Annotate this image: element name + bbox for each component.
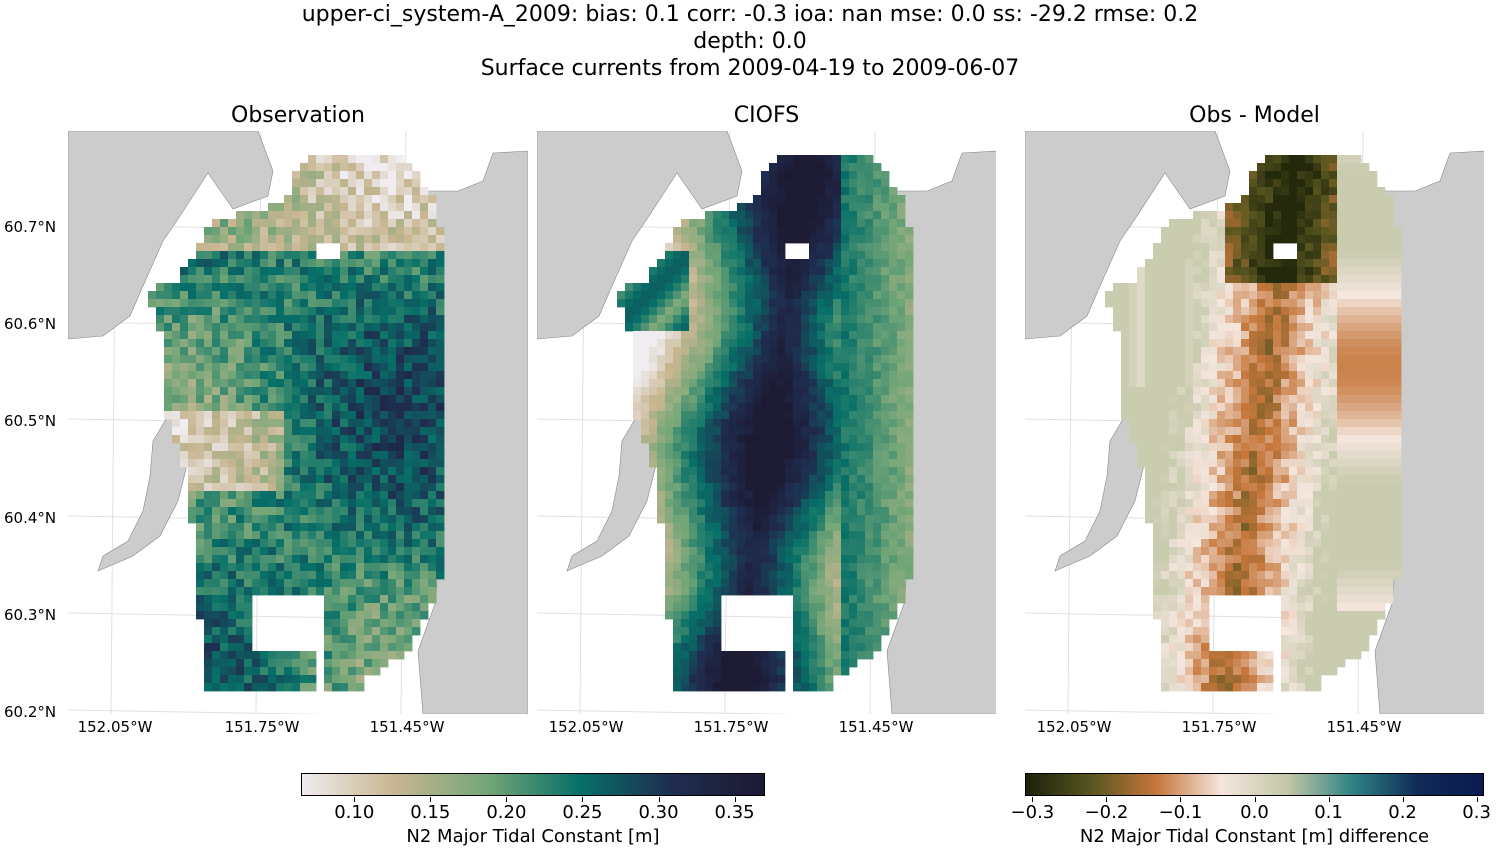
- colorbar-tick-label: 0.1: [1314, 802, 1343, 823]
- colorbar-tick: [582, 797, 584, 802]
- colorbar-tick-label: 0.25: [562, 802, 603, 823]
- colorbar-tick-label: −0.1: [1158, 802, 1203, 823]
- panel-title-obs-minus-model: Obs - Model: [1189, 103, 1320, 128]
- land-mass: [68, 131, 274, 340]
- colorbar-tick-label: 0.30: [638, 802, 679, 823]
- colorbar-tick: [430, 797, 432, 802]
- colorbar-tick-label: 0.35: [714, 802, 755, 823]
- colorbar-tick-label: 0.0: [1240, 802, 1269, 823]
- lat-label-60-7: 60.7°N: [4, 218, 57, 236]
- colorbar-tick: [1180, 797, 1182, 802]
- colorbar-tick-label: 0.2: [1388, 802, 1417, 823]
- figure-title-line2: depth: 0.0: [693, 29, 807, 54]
- land-mass: [1025, 131, 1231, 340]
- map-obs-minus-model: [1025, 131, 1484, 714]
- lon-label-p2-151-75: 151.75°W: [693, 718, 769, 736]
- graticule-lat: [68, 709, 299, 714]
- lon-label-p3-151-45: 151.45°W: [1326, 718, 1402, 736]
- land-mass: [537, 131, 743, 340]
- lat-label-60-5: 60.5°N: [4, 412, 57, 430]
- colorbar-difference: [1025, 773, 1484, 796]
- lat-label-60-4: 60.4°N: [4, 509, 57, 527]
- graticule-lat: [537, 709, 768, 714]
- lat-label-60-2: 60.2°N: [4, 703, 57, 721]
- figure-title-line1: upper-ci_system-A_2009: bias: 0.1 corr: …: [301, 2, 1199, 27]
- lon-label-p2-152-05: 152.05°W: [548, 718, 624, 736]
- colorbar-tick: [1328, 797, 1330, 802]
- colorbar-tick: [658, 797, 660, 802]
- lon-label-p1-151-45: 151.45°W: [369, 718, 445, 736]
- colorbar-tick: [506, 797, 508, 802]
- map-observation: [68, 131, 528, 714]
- colorbar-tick: [1476, 797, 1478, 802]
- colorbar-magnitude-label: N2 Major Tidal Constant [m]: [406, 826, 660, 847]
- colorbar-tick: [1106, 797, 1108, 802]
- colorbar-tick-label: 0.15: [410, 802, 451, 823]
- lon-label-p2-151-45: 151.45°W: [838, 718, 914, 736]
- panel-title-observation: Observation: [231, 103, 365, 128]
- graticule-lat: [1025, 709, 1256, 714]
- data-grid: [148, 155, 445, 692]
- map-ciofs: [537, 131, 996, 714]
- colorbar-tick: [734, 797, 736, 802]
- colorbar-difference-label: N2 Major Tidal Constant [m] difference: [1079, 826, 1430, 847]
- colorbar-tick-label: −0.3: [1010, 802, 1055, 823]
- colorbar-tick: [1402, 797, 1404, 802]
- data-grid: [617, 155, 914, 692]
- colorbar-tick: [1254, 797, 1256, 802]
- lon-label-p3-151-75: 151.75°W: [1181, 718, 1257, 736]
- lat-label-60-6: 60.6°N: [4, 315, 57, 333]
- lon-label-p3-152-05: 152.05°W: [1036, 718, 1112, 736]
- lon-label-p1-151-75: 151.75°W: [224, 718, 300, 736]
- figure-title-line3: Surface currents from 2009-04-19 to 2009…: [480, 56, 1020, 81]
- panel-title-ciofs: CIOFS: [733, 103, 800, 128]
- lat-label-60-3: 60.3°N: [4, 606, 57, 624]
- colorbar-tick: [354, 797, 356, 802]
- colorbar-tick-label: 0.3: [1462, 802, 1491, 823]
- colorbar-magnitude: [301, 773, 765, 796]
- colorbar-tick-label: 0.10: [334, 802, 375, 823]
- lon-label-p1-152-05: 152.05°W: [77, 718, 153, 736]
- colorbar-tick-label: −0.2: [1084, 802, 1129, 823]
- data-grid: [1105, 155, 1402, 692]
- colorbar-tick-label: 0.20: [486, 802, 527, 823]
- colorbar-tick: [1032, 797, 1034, 802]
